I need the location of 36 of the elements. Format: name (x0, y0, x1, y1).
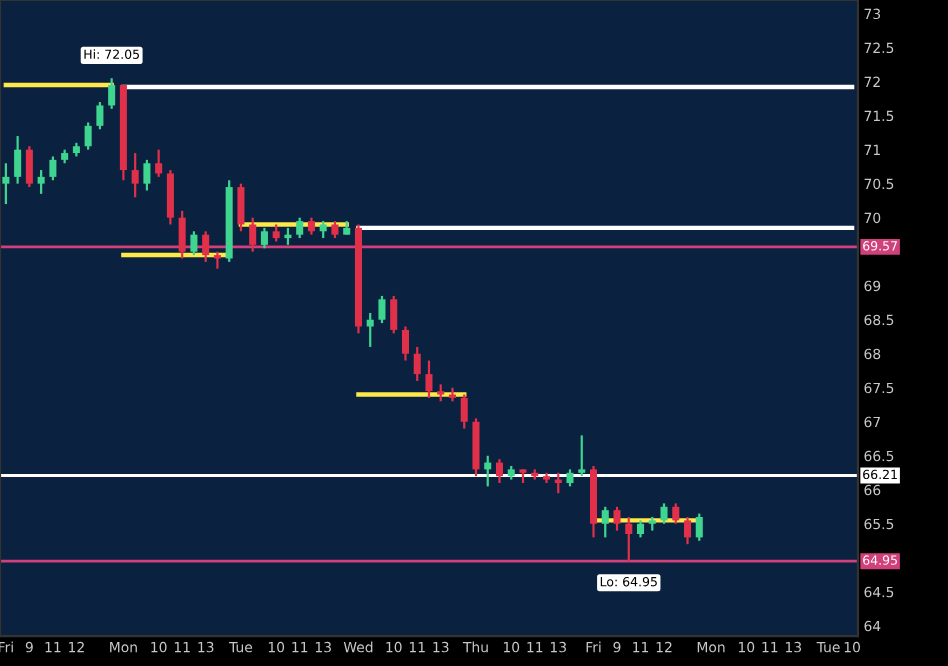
candlestick (401, 325, 409, 362)
candlestick (143, 158, 151, 192)
candlestick (660, 502, 668, 525)
candlestick (131, 151, 139, 199)
candlestick (96, 100, 104, 131)
candlestick (84, 121, 92, 151)
candlestick (672, 502, 680, 525)
candlestick (578, 434, 586, 478)
candlestick (37, 168, 45, 195)
candlestick (237, 182, 245, 233)
candlestick (296, 216, 304, 240)
candlestick (190, 230, 198, 257)
candlestick (14, 134, 22, 185)
candlestick (366, 311, 374, 349)
candlestick (166, 168, 174, 226)
candlestick (108, 77, 116, 110)
candlestick (460, 393, 468, 430)
candlestick (2, 162, 10, 206)
candlestick (178, 209, 186, 260)
candlestick (684, 515, 692, 546)
candlestick (260, 226, 268, 250)
candlestick (601, 505, 609, 539)
candlestick (613, 505, 621, 532)
candlestick (202, 230, 210, 263)
candlestick (625, 515, 633, 563)
candlestick (155, 148, 163, 178)
candlestick (25, 145, 33, 189)
candlestick (472, 417, 480, 478)
candlestick (425, 359, 433, 400)
candlestick (249, 216, 257, 253)
candlestick (378, 294, 386, 325)
candlestick (413, 345, 421, 383)
candlestick (49, 155, 57, 182)
candlestick (495, 458, 504, 485)
candlestick (695, 512, 703, 542)
candlestick (390, 294, 398, 335)
